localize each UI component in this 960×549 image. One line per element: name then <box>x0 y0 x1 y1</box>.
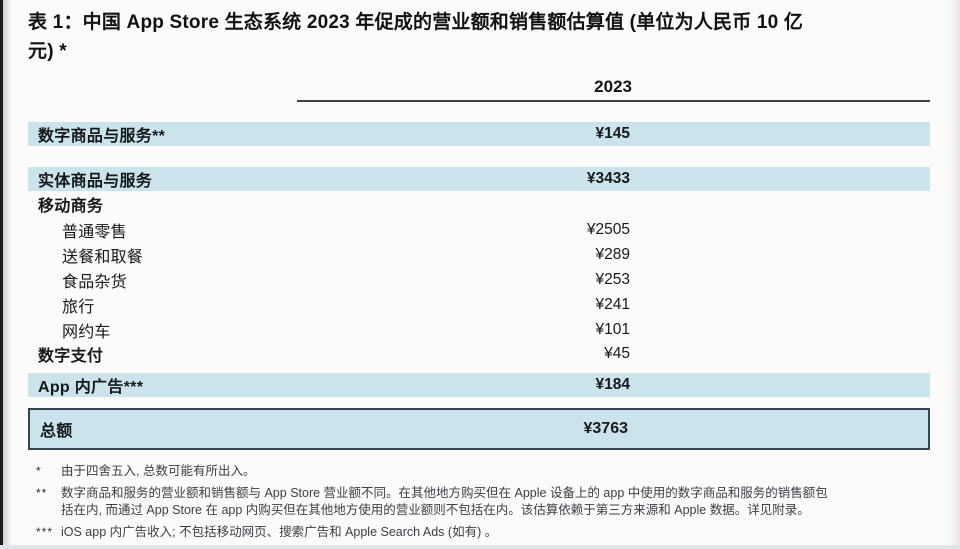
page-right-edge <box>949 0 960 549</box>
row-label: 食品杂货 <box>62 273 127 291</box>
table-row-mobile-commerce: 移动商务 <box>28 191 930 217</box>
column-header-rule: 2023 <box>297 76 930 102</box>
table-title: 表 1：中国 App Store 生态系统 2023 年促成的营业额和销售额估算… <box>28 8 930 66</box>
footnote-text: iOS app 内广告收入; 不包括移动网页、搜索广告和 Apple Searc… <box>61 524 930 541</box>
row-value: ¥3763 <box>583 420 629 437</box>
footnote-marker: * <box>36 464 42 478</box>
table-1-app-store-ecosystem: 表 1：中国 App Store 生态系统 2023 年促成的营业额和销售额估算… <box>28 0 930 546</box>
row-value: ¥184 <box>595 376 630 393</box>
row-label: 网约车 <box>62 323 111 341</box>
footnote-text: 由于四舍五入, 总数可能有所出入。 <box>61 463 930 480</box>
page-left-border <box>0 0 3 549</box>
footnote-line: 括在内, 而通过 App Store 在 app 内购买但在其他地方使用的营业额… <box>61 503 810 517</box>
page-bottom-edge <box>0 545 960 549</box>
table-spacer-row <box>28 146 930 167</box>
page-left-shadow <box>3 0 11 549</box>
table-row-digital-payments: 数字支付 ¥45 <box>28 342 930 365</box>
row-value: ¥289 <box>595 245 630 263</box>
table-row-groceries: 食品杂货 ¥253 <box>28 267 930 292</box>
table-title-line-1: 表 1：中国 App Store 生态系统 2023 年促成的营业额和销售额估算… <box>28 12 804 33</box>
table-title-line-2: 元) * <box>28 41 67 62</box>
table-row-ride-hailing: 网约车 ¥101 <box>28 317 930 342</box>
footnote-line: 由于四舍五入, 总数可能有所出入。 <box>61 464 256 478</box>
row-label: 送餐和取餐 <box>62 248 144 266</box>
row-label: App 内广告*** <box>38 379 144 396</box>
footnote-digital-goods-definition: ** 数字商品和服务的营业额和销售额与 App Store 营业额不同。在其他地… <box>28 485 930 519</box>
column-header-2023: 2023 <box>594 77 632 96</box>
footnote-marker: *** <box>36 525 54 539</box>
table-row-travel: 旅行 ¥241 <box>28 292 930 317</box>
row-value: ¥241 <box>595 295 630 313</box>
table-row-digital-goods: 数字商品与服务** ¥145 <box>28 122 930 146</box>
row-value: ¥3433 <box>586 170 630 187</box>
row-label: 旅行 <box>62 298 95 316</box>
footnote-marker: ** <box>36 486 48 500</box>
table-row-total: 总额 ¥3763 <box>28 408 930 450</box>
table-row-food-delivery: 送餐和取餐 ¥289 <box>28 242 930 267</box>
row-value: ¥145 <box>595 125 630 142</box>
table-row-general-retail: 普通零售 ¥2505 <box>28 217 930 242</box>
row-value: ¥253 <box>595 270 630 288</box>
row-label: 实体商品与服务 <box>38 173 153 190</box>
row-label: 总额 <box>40 423 73 440</box>
row-value: ¥101 <box>595 320 630 338</box>
row-label: 移动商务 <box>38 198 104 215</box>
table-row-in-app-ads: App 内广告*** ¥184 <box>28 373 930 397</box>
row-label: 数字支付 <box>38 347 104 365</box>
footnote-line: iOS app 内广告收入; 不包括移动网页、搜索广告和 Apple Searc… <box>61 525 498 539</box>
table-row-physical-goods: 实体商品与服务 ¥3433 <box>28 167 930 191</box>
row-value: ¥45 <box>604 344 630 362</box>
row-value: ¥2505 <box>586 220 630 238</box>
footnote-line: 数字商品和服务的营业额和销售额与 App Store 营业额不同。在其他地方购买… <box>61 486 828 500</box>
row-label: 数字商品与服务** <box>38 128 166 145</box>
footnotes: * 由于四舍五入, 总数可能有所出入。 ** 数字商品和服务的营业额和销售额与 … <box>28 463 930 541</box>
table-body: 数字商品与服务** ¥145 实体商品与服务 ¥3433 移动商务 普通零售 ¥… <box>28 122 930 450</box>
row-label: 普通零售 <box>62 223 127 241</box>
footnote-text: 数字商品和服务的营业额和销售额与 App Store 营业额不同。在其他地方购买… <box>61 485 930 519</box>
footnote-in-app-ads-definition: *** iOS app 内广告收入; 不包括移动网页、搜索广告和 Apple S… <box>28 524 930 541</box>
footnote-rounding: * 由于四舍五入, 总数可能有所出入。 <box>28 463 930 480</box>
